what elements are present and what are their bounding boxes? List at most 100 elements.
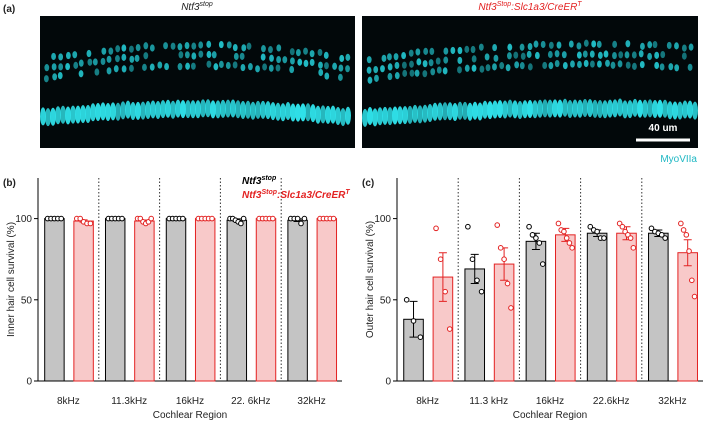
hair-cell — [268, 46, 273, 54]
inner-hair-cell — [50, 107, 56, 126]
hair-cell — [416, 58, 422, 66]
bar — [493, 263, 515, 382]
inner-hair-cell — [547, 99, 553, 118]
hair-cell — [423, 47, 429, 55]
data-point — [240, 215, 247, 222]
hair-cell — [507, 52, 512, 60]
inner-hair-cell — [482, 100, 488, 119]
inner-hair-cell — [392, 106, 398, 125]
image-title: Ntf3stop — [181, 1, 213, 13]
inner-hair-cell — [260, 100, 266, 119]
inner-hair-cell — [517, 100, 523, 119]
inner-hair-cell — [150, 100, 156, 119]
data-point — [474, 277, 480, 284]
inner-hair-cell — [210, 100, 216, 119]
hair-cell — [129, 64, 134, 72]
data-point — [504, 280, 511, 287]
hair-cell — [87, 58, 93, 66]
bar — [677, 252, 698, 382]
data-point — [689, 277, 695, 284]
hair-cell — [232, 61, 238, 69]
hair-cell — [597, 60, 602, 68]
hair-cell — [527, 63, 533, 71]
hair-cell — [647, 41, 653, 49]
hair-cell — [309, 50, 315, 58]
hair-cell — [106, 55, 112, 63]
hair-cell — [65, 51, 71, 60]
hair-cell — [659, 63, 665, 71]
data-point — [469, 256, 476, 263]
hair-cell — [317, 48, 323, 57]
hair-cell — [289, 65, 295, 74]
inner-hair-cell — [160, 100, 166, 119]
hair-cell — [260, 53, 266, 61]
bar — [648, 232, 669, 382]
data-point — [529, 232, 536, 238]
inner-hair-cell — [200, 99, 206, 118]
inner-hair-cell — [537, 99, 543, 118]
x-tick-label: 11.3kHz — [111, 396, 147, 407]
data-point — [686, 248, 692, 254]
inner-hair-cell — [85, 105, 91, 124]
inner-hair-cell — [682, 100, 688, 119]
hair-cell — [660, 50, 666, 59]
panel-label: (a) — [3, 4, 15, 15]
inner-hair-cell — [190, 100, 196, 119]
hair-cell — [121, 53, 127, 61]
hair-cell — [134, 54, 140, 62]
hair-cell — [106, 67, 112, 75]
scale-label: 40 um — [649, 123, 678, 134]
hair-cell — [570, 60, 575, 68]
inner-hair-cell — [330, 105, 336, 124]
hair-cell — [366, 56, 372, 64]
hair-cell — [414, 69, 420, 77]
hair-cell — [387, 63, 393, 71]
hair-cell — [554, 59, 560, 68]
hair-cell — [639, 60, 645, 69]
hair-cell — [57, 71, 63, 80]
bar — [616, 232, 637, 382]
error-bar — [438, 252, 447, 302]
hair-cell — [519, 43, 525, 51]
legend-entry: Ntf3Stop:Slc1a3/CreERT — [242, 189, 350, 201]
inner-hair-cell — [592, 99, 598, 118]
inner-hair-cell — [387, 107, 393, 126]
hair-cell — [94, 68, 100, 76]
hair-cell — [206, 40, 212, 48]
hair-cell — [275, 64, 281, 72]
hair-cell — [255, 65, 260, 73]
inner-hair-cell — [527, 99, 533, 118]
data-point — [662, 235, 668, 241]
hair-cell — [115, 45, 121, 53]
inner-hair-cell — [305, 103, 311, 122]
hair-cell — [605, 59, 610, 67]
hair-cell — [149, 63, 155, 71]
hair-cell — [597, 51, 603, 59]
hair-cell — [464, 64, 470, 72]
inner-hair-cell — [652, 99, 658, 118]
hair-cell — [556, 41, 562, 49]
inner-hair-cell — [220, 99, 226, 118]
hair-cell — [484, 53, 490, 61]
hair-cell — [554, 50, 560, 58]
hair-cell — [533, 40, 539, 48]
y-axis-label: Outer hair cell survival (%) — [365, 221, 376, 338]
hair-cell — [688, 43, 694, 51]
hair-cell — [618, 51, 624, 59]
hair-cell — [603, 50, 609, 58]
data-point — [298, 220, 304, 227]
inner-hair-cell — [602, 100, 608, 119]
hair-cell — [652, 40, 658, 49]
data-point — [555, 220, 562, 227]
data-point — [294, 215, 301, 222]
cell-layer — [40, 39, 698, 127]
hair-cell — [654, 51, 660, 59]
hair-cell — [612, 51, 617, 60]
hair-cell — [225, 61, 231, 70]
data-point — [494, 222, 501, 228]
hair-cell — [514, 61, 520, 69]
inner-hair-cell — [195, 100, 201, 119]
data-point — [569, 245, 575, 251]
hair-cell — [338, 73, 343, 81]
x-tick-label: 22. 6kHz — [231, 396, 270, 407]
